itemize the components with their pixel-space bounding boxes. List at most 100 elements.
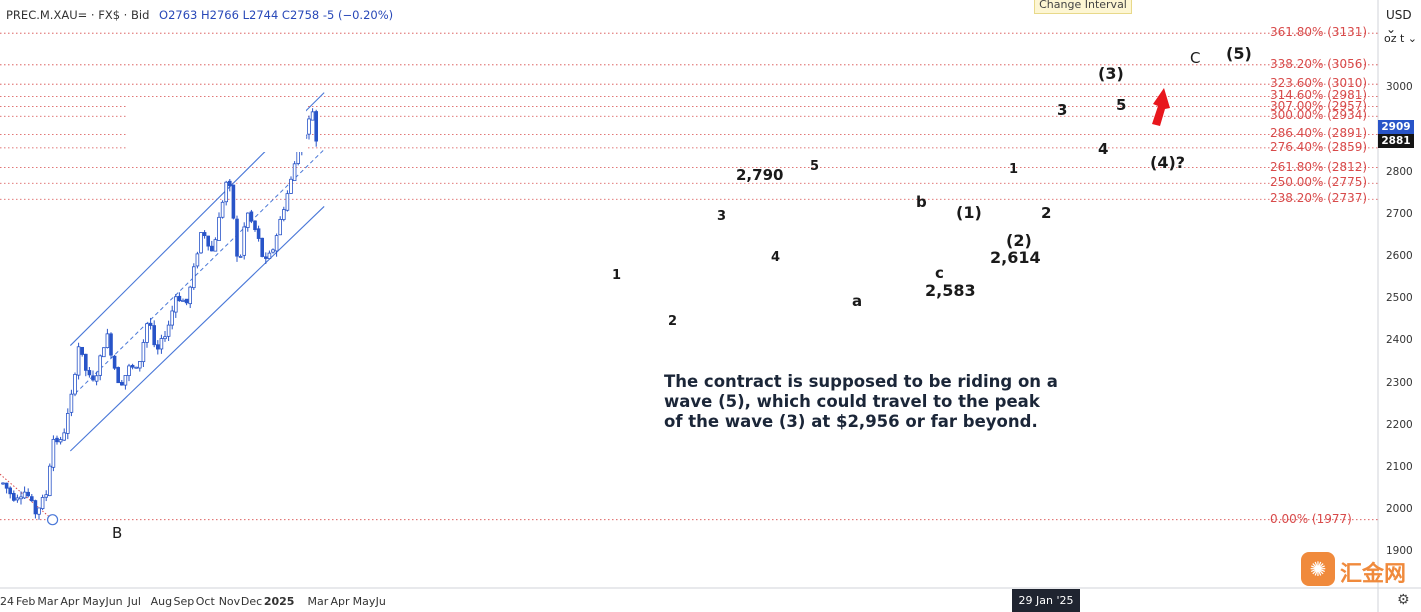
candle-body (11, 492, 16, 501)
candle-body (314, 111, 318, 142)
fib-level-label: 238.20% (2737) (1270, 191, 1368, 206)
wave-label-2: 2 (668, 314, 678, 329)
time-tick-label: Ju (375, 595, 386, 608)
fib-level-label: 338.20% (3056) (1270, 56, 1368, 71)
fib-level-label: 0.00% (1977) (1270, 511, 1352, 526)
candle-body (4, 482, 9, 489)
price-tick-label: 3000 (1386, 81, 1413, 94)
candle-body (109, 333, 113, 356)
candle-body (40, 497, 45, 510)
candle-body (134, 366, 139, 369)
candle-body (105, 333, 110, 349)
candle-body (163, 336, 167, 340)
candle-body (307, 118, 311, 135)
candle-body (155, 344, 160, 350)
candle-body (281, 209, 286, 220)
settings-gear-icon[interactable]: ⚙ (1397, 592, 1410, 608)
candle-body (181, 299, 185, 302)
candle-body (120, 381, 124, 386)
fib-level-label: 250.00% (2775) (1270, 175, 1368, 190)
candle-body (296, 149, 300, 164)
candle-body (202, 232, 207, 237)
candle-body (263, 256, 268, 259)
candle-body (292, 163, 297, 181)
candle-body (29, 496, 34, 502)
price-badge-current: 2909 (1378, 120, 1414, 134)
candle-body (141, 342, 146, 363)
currency-select[interactable]: USD ⌄ (1386, 8, 1412, 36)
wave-label-paren-1: (1) (956, 203, 982, 222)
channel-midline (69, 149, 325, 399)
unit-select[interactable]: oz t ⌄ (1384, 32, 1418, 45)
candle-body (310, 111, 315, 121)
fib-level-label: 314.60% (2981) (1270, 88, 1368, 103)
candle-body (58, 439, 63, 443)
time-tick-label: Jul (127, 595, 141, 608)
candle-body (102, 347, 106, 358)
candle-body (80, 346, 85, 355)
time-tick-label: Feb (15, 595, 36, 608)
candle-body (235, 218, 239, 257)
candle-body (188, 286, 193, 305)
candle-body (245, 212, 250, 228)
time-tick-label: May (352, 595, 376, 608)
fib-level-label: 286.40% (2891) (1270, 126, 1368, 141)
wave-label-1: 1 (612, 268, 622, 283)
candle-body (242, 226, 247, 256)
wave-label-a: a (852, 292, 863, 310)
candle-body (260, 237, 264, 257)
price-tick-label: 1900 (1386, 545, 1413, 558)
fib-level-label: 261.80% (2812) (1270, 159, 1368, 174)
price-tick-label: 2500 (1386, 292, 1413, 305)
candle-body (173, 296, 178, 313)
price-tick-label: 2000 (1386, 503, 1413, 515)
candle-body (249, 211, 254, 222)
price-label-2790: 2,790 (736, 166, 784, 184)
candle-body (227, 180, 232, 187)
wave-label-5b: 5 (1116, 96, 1127, 114)
fib-level-label: 276.40% (2859) (1270, 139, 1368, 154)
candle-body (220, 201, 225, 218)
price-tick-label: 2200 (1386, 418, 1413, 431)
time-tick-label: Mar (37, 595, 59, 608)
anchor-point-icon (46, 514, 59, 526)
candle-body (274, 235, 279, 252)
wave-label-4b: 4 (1098, 140, 1109, 158)
candle-body (267, 252, 272, 259)
time-tick-label: 24 (0, 595, 14, 608)
candle-body (166, 324, 171, 337)
candle-body (278, 219, 282, 236)
candle-body (84, 353, 88, 371)
red-up-arrow-icon (1152, 88, 1170, 126)
candle-body (69, 393, 74, 413)
wave-label-1b: 1 (1009, 162, 1019, 177)
wave-label-paren-5: (5) (1226, 44, 1252, 63)
candle-body (271, 249, 275, 253)
time-tick-label: Jun (105, 595, 123, 608)
candle-body (116, 367, 121, 384)
candle-body (73, 374, 77, 395)
brand-logo-text: 汇金网 (1340, 562, 1407, 587)
wave-label-2b: 2 (1041, 204, 1052, 222)
candle-body (238, 255, 243, 258)
channel-line (69, 206, 325, 452)
candle-body (285, 193, 290, 211)
time-tick-label: Mar (307, 595, 329, 608)
candle-body (44, 494, 48, 498)
candle-body (145, 323, 149, 343)
wave-label-3b: 3 (1057, 101, 1068, 119)
trend-line-descending (0, 473, 53, 521)
wave-label-c: c (935, 264, 944, 282)
wave-label-C: C (1190, 49, 1201, 67)
candle-body (152, 325, 157, 346)
brand-logo-icon: ✺ (1301, 552, 1335, 586)
candle-body (15, 497, 20, 501)
candle-body (112, 355, 117, 369)
candle-body (1, 482, 5, 485)
candle-body (91, 375, 95, 381)
candle-body (26, 491, 30, 497)
wave-label-3: 3 (717, 209, 727, 224)
time-tick-label: Aug (150, 595, 173, 608)
fib-level-label: 307.00% (2957) (1270, 98, 1368, 113)
